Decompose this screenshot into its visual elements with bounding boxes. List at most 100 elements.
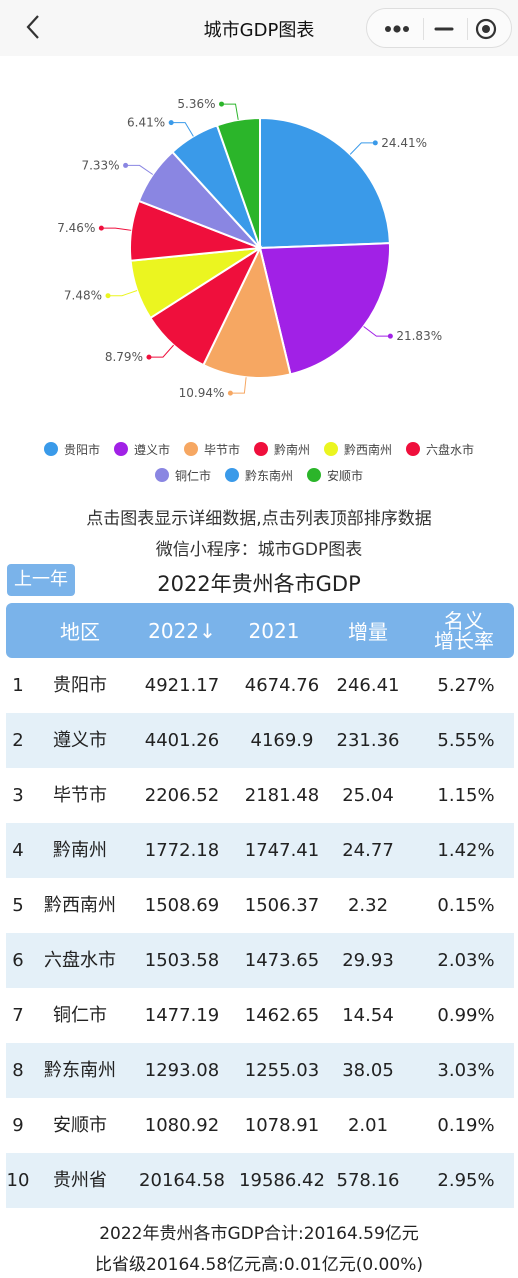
summary-total: 2022年贵州各市GDP合计:20164.59亿元 [99,1224,419,1244]
pie-label-line [221,103,239,120]
row-growth-rate: 1.42% [437,840,495,861]
pie-label-line [363,326,391,337]
header-growth-rate-line1: 名义 [444,608,484,633]
legend-item[interactable]: 毕节市 [183,441,240,458]
legend-swatch [406,442,421,456]
table-row[interactable]: 10 贵州省 20164.58 19586.42 578.16 2.95% [6,1153,514,1208]
legend-label: 贵阳市 [63,442,100,457]
row-region: 六盘水市 [44,950,116,971]
legend-item[interactable]: 黔西南州 [324,441,392,458]
pie-label-dot [105,293,111,299]
row-growth-rate: 1.15% [437,785,495,806]
pie-chart[interactable]: 24.41% 21.83% 10.94% 8.79% 7.48% 7.46% 7.33% 6.… [0,56,518,426]
row-increase: 24.77 [342,840,394,861]
previous-year-button[interactable]: 上一年 [7,564,75,596]
legend-row: 铜仁市 黔东南州 安顺市 [0,462,518,488]
legend-item[interactable]: 遵义市 [113,441,170,458]
header-region[interactable]: 地区 [60,620,100,644]
row-region: 安顺市 [53,1115,107,1136]
pie-data-label: 21.83% [396,329,442,343]
table-row[interactable]: 6 六盘水市 1503.58 1473.65 29.93 2.03% [6,933,514,988]
table-row[interactable]: 1 贵阳市 4921.17 4674.76 246.41 5.27% [6,658,514,713]
minimize-icon[interactable] [429,19,459,39]
table-row[interactable]: 9 安顺市 1080.92 1078.91 2.01 0.19% [6,1098,514,1153]
row-increase: 2.32 [347,895,389,916]
row-growth-rate: 5.27% [437,675,495,696]
pie-slice[interactable] [259,116,391,250]
table-row[interactable]: 5 黔西南州 1508.69 1506.37 2.32 0.15% [6,878,514,933]
pie-slice[interactable] [215,116,261,249]
row-region: 铜仁市 [53,1005,107,1026]
row-growth-rate: 3.03% [437,1060,495,1081]
pie-label-dot [98,225,104,231]
legend-label: 黔西南州 [344,442,393,457]
row-increase: 2.01 [347,1115,389,1136]
table-row[interactable]: 3 毕节市 2206.52 2181.48 25.04 1.15% [6,768,514,823]
legend-swatch [113,442,128,456]
navbar: 城市GDP图表 [0,0,518,56]
chart-hint: 点击图表显示详细数据,点击列表顶部排序数据 [86,509,432,529]
legend-item[interactable]: 六盘水市 [406,441,474,458]
row-increase: 578.16 [336,1170,400,1191]
table-row[interactable]: 2 遵义市 4401.26 4169.9 231.36 5.55% [6,713,514,768]
legend-item[interactable]: 安顺市 [307,467,363,484]
pie-data-label: 7.46% [57,221,95,235]
row-gdp-2022: 1508.69 [144,895,220,916]
header-growth-rate[interactable]: 名义 增长率 [414,603,514,658]
pie-chart-svg[interactable]: 24.41% 21.83% 10.94% 8.79% 7.48% 7.46% 7.33% 6.… [0,56,518,426]
pie-label-dot [168,120,174,126]
row-increase: 29.93 [342,950,394,971]
row-region: 贵阳市 [53,675,107,696]
legend-item[interactable]: 铜仁市 [154,467,211,484]
mini-program-name: 微信小程序：城市GDP图表 [155,540,363,560]
row-gdp-2021: 2181.48 [244,785,320,806]
pie-slice[interactable] [202,245,292,379]
row-gdp-2022: 20164.58 [139,1170,225,1191]
pie-label-dot [372,140,378,146]
row-gdp-2022: 1080.92 [144,1115,220,1136]
table-row[interactable]: 8 黔东南州 1293.08 1255.03 38.05 3.03% [6,1043,514,1098]
legend-swatch [254,442,268,456]
mini-program-capsule [366,8,512,48]
legend-item[interactable]: 贵阳市 [43,441,100,458]
table-row[interactable]: 7 铜仁市 1477.19 1462.65 14.54 0.99% [6,988,514,1043]
row-region: 遵义市 [53,730,107,751]
pie-label-line [148,344,174,358]
pie-label-dot [146,354,152,360]
row-gdp-2021: 1078.91 [244,1115,320,1136]
row-index: 8 [12,1060,24,1081]
pie-data-label: 5.36% [177,97,215,111]
row-growth-rate: 2.03% [437,950,495,971]
row-gdp-2021: 1462.65 [244,1005,320,1026]
pie-label-line [171,122,194,137]
pie-label-line [349,142,376,155]
table-title: 2022年贵州各市GDP [157,572,361,596]
chevron-left-icon[interactable] [18,12,48,42]
row-region: 黔南州 [53,840,107,861]
row-increase: 38.05 [342,1060,394,1081]
legend-item[interactable]: 黔南州 [254,441,310,458]
legend-swatch [307,468,321,482]
row-growth-rate: 2.95% [437,1170,495,1191]
table-header: 地区 2022↓ 2021 增量 名义 增长率 [6,603,514,658]
row-index: 6 [12,950,24,971]
pie-slice[interactable] [258,242,391,376]
table-body: 1 贵阳市 4921.17 4674.76 246.41 5.27% 2 遵义市 4401.26… [6,658,514,1208]
header-increase[interactable]: 增量 [348,620,388,644]
pie-label-dot [123,162,129,168]
more-dots-icon[interactable] [381,19,411,39]
table-row[interactable]: 4 黔南州 1772.18 1747.41 24.77 1.42% [6,823,514,878]
row-gdp-2021: 1473.65 [244,950,320,971]
legend-label: 黔南州 [274,442,311,457]
legend-swatch [183,442,198,456]
row-gdp-2022: 1293.08 [144,1060,220,1081]
row-region: 黔西南州 [44,895,116,916]
legend-swatch [324,442,339,456]
header-2021[interactable]: 2021 [248,618,300,643]
row-gdp-2022: 1477.19 [144,1005,220,1026]
legend-item[interactable]: 黔东南州 [224,467,293,484]
row-increase: 14.54 [342,1005,394,1026]
row-region: 毕节市 [53,785,107,806]
target-close-icon[interactable] [473,17,499,41]
header-2022[interactable]: 2022↓ [148,618,216,643]
